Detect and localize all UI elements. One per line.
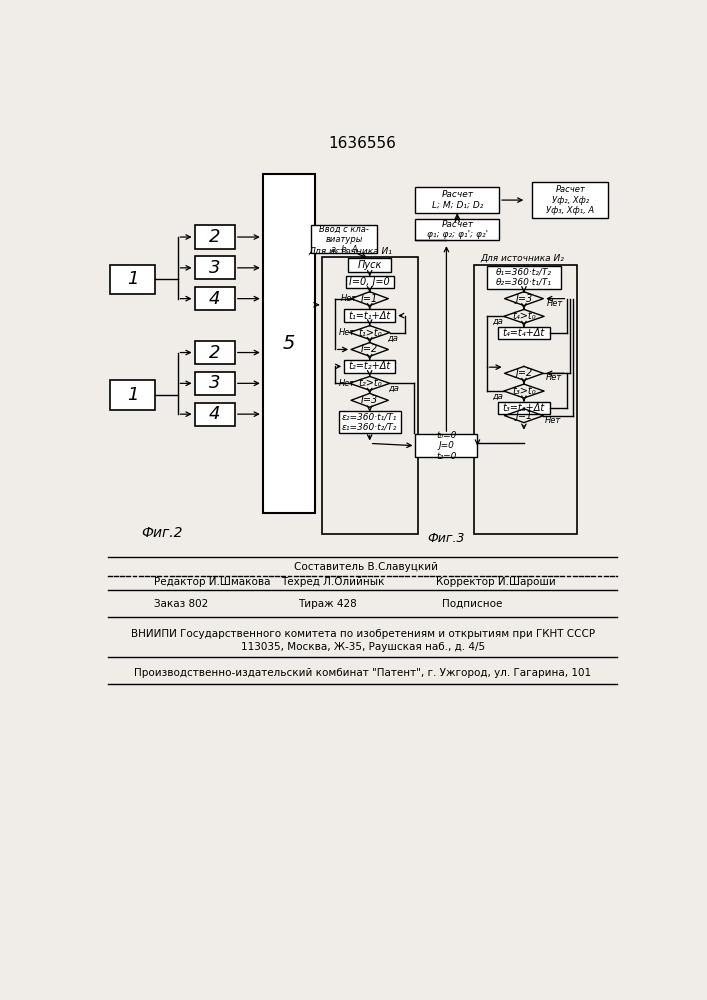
FancyBboxPatch shape xyxy=(348,258,392,272)
Text: I=0, J=0: I=0, J=0 xyxy=(349,277,390,287)
Text: 4: 4 xyxy=(209,405,221,423)
Text: да: да xyxy=(492,317,503,326)
Text: Пуск: Пуск xyxy=(358,260,382,270)
FancyBboxPatch shape xyxy=(344,360,395,373)
Text: t₁>t₀: t₁>t₀ xyxy=(358,328,382,338)
Text: I=1: I=1 xyxy=(361,294,378,304)
Text: t₀=0
J=0
t₂=0: t₀=0 J=0 t₂=0 xyxy=(436,431,457,461)
Text: t₁=t₁+Δt: t₁=t₁+Δt xyxy=(349,311,391,321)
FancyBboxPatch shape xyxy=(194,403,235,426)
Text: да: да xyxy=(388,384,399,393)
Text: J=2: J=2 xyxy=(515,368,532,378)
Text: t₄=t₄+Δt: t₄=t₄+Δt xyxy=(503,328,545,338)
Text: Фиг.3: Фиг.3 xyxy=(428,532,465,545)
Text: J=3: J=3 xyxy=(515,294,532,304)
Text: Нет: Нет xyxy=(339,328,355,337)
Text: t₃>t₀: t₃>t₀ xyxy=(512,386,536,396)
Text: Ввод с кла-
виатуры
а, b, A: Ввод с кла- виатуры а, b, A xyxy=(319,224,369,254)
FancyBboxPatch shape xyxy=(194,372,235,395)
Text: I=2: I=2 xyxy=(361,344,378,354)
Text: ВНИИПИ Государственного комитета по изобретениям и открытиям при ГКНТ СССР: ВНИИПИ Государственного комитета по изоб… xyxy=(131,629,595,639)
Text: 4: 4 xyxy=(209,290,221,308)
Text: Подписное: Подписное xyxy=(442,599,502,609)
Text: Тираж 428: Тираж 428 xyxy=(298,599,356,609)
Text: I=3: I=3 xyxy=(361,395,378,405)
Text: 1636556: 1636556 xyxy=(329,136,397,151)
FancyBboxPatch shape xyxy=(416,219,499,240)
Text: ε₂=360·t₁/T₁
ε₁=360·t₂/T₂: ε₂=360·t₁/T₁ ε₁=360·t₂/T₂ xyxy=(342,412,397,432)
Text: да: да xyxy=(387,333,398,342)
Text: Производственно-издательский комбинат "Патент", г. Ужгород, ул. Гагарина, 101: Производственно-издательский комбинат "П… xyxy=(134,668,591,678)
Text: Фиг.2: Фиг.2 xyxy=(141,526,182,540)
Text: Составитель В.Славуцкий: Составитель В.Славуцкий xyxy=(293,562,438,572)
Text: t₃=t₃+Δt: t₃=t₃+Δt xyxy=(503,403,545,413)
Text: Редактор И.Шмакова: Редактор И.Шмакова xyxy=(154,577,271,587)
FancyBboxPatch shape xyxy=(486,266,561,289)
Text: Нет: Нет xyxy=(547,299,563,308)
FancyBboxPatch shape xyxy=(346,276,394,288)
FancyBboxPatch shape xyxy=(498,327,549,339)
Text: да: да xyxy=(492,392,503,401)
Text: 5: 5 xyxy=(283,334,296,353)
FancyBboxPatch shape xyxy=(498,402,549,414)
Text: Расчет
L; M; D₁; D₂: Расчет L; M; D₁; D₂ xyxy=(431,190,483,210)
Text: t₄>t₀: t₄>t₀ xyxy=(512,311,536,321)
Text: t₂>t₀: t₂>t₀ xyxy=(358,378,382,388)
Text: Нет: Нет xyxy=(339,379,355,388)
FancyBboxPatch shape xyxy=(194,341,235,364)
Text: Заказ 802: Заказ 802 xyxy=(154,599,209,609)
FancyBboxPatch shape xyxy=(194,287,235,310)
Text: 2: 2 xyxy=(209,344,221,362)
Text: Для источника И₂: Для источника И₂ xyxy=(481,254,564,263)
Text: t₂=t₂+Δt: t₂=t₂+Δt xyxy=(349,361,391,371)
Text: Нет: Нет xyxy=(545,416,561,425)
FancyBboxPatch shape xyxy=(263,174,315,513)
Text: Нет: Нет xyxy=(546,373,562,382)
Text: 3: 3 xyxy=(209,259,221,277)
FancyBboxPatch shape xyxy=(416,434,477,457)
Text: Для источника И₁: Для источника И₁ xyxy=(308,246,392,255)
Text: Корректор И.Шароши: Корректор И.Шароши xyxy=(436,577,555,587)
Text: θ₁=360·t₂/T₂
θ₂=360·t₁/T₁: θ₁=360·t₂/T₂ θ₂=360·t₁/T₁ xyxy=(496,267,552,287)
FancyBboxPatch shape xyxy=(416,187,499,213)
Text: Расчет
φ₁; φ₂; φ₁'; φ₂': Расчет φ₁; φ₂; φ₁'; φ₂' xyxy=(427,220,488,239)
Text: 3: 3 xyxy=(209,374,221,392)
Text: 1: 1 xyxy=(127,270,139,288)
FancyBboxPatch shape xyxy=(194,256,235,279)
Text: 2: 2 xyxy=(209,228,221,246)
Text: 1: 1 xyxy=(127,386,139,404)
Text: Расчет
Уф₂, Хф₂
Уф₃, Хф₁, А: Расчет Уф₂, Хф₂ Уф₃, Хф₁, А xyxy=(547,185,595,215)
FancyBboxPatch shape xyxy=(110,380,155,410)
Text: Техред Л.Олийнык: Техред Л.Олийнык xyxy=(281,577,384,587)
FancyBboxPatch shape xyxy=(311,225,377,253)
FancyBboxPatch shape xyxy=(344,309,395,322)
FancyBboxPatch shape xyxy=(194,225,235,249)
Text: J=1: J=1 xyxy=(515,411,532,421)
FancyBboxPatch shape xyxy=(532,182,609,218)
FancyBboxPatch shape xyxy=(339,411,401,433)
FancyBboxPatch shape xyxy=(110,265,155,294)
Text: 113035, Москва, Ж-35, Раушская наб., д. 4/5: 113035, Москва, Ж-35, Раушская наб., д. … xyxy=(240,642,485,652)
Text: Нет: Нет xyxy=(341,294,357,303)
